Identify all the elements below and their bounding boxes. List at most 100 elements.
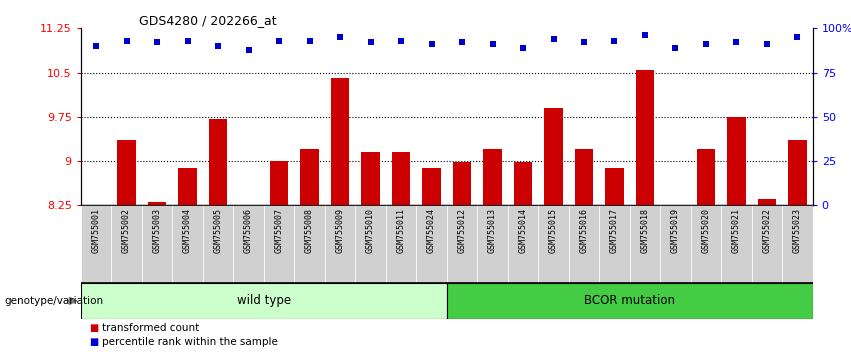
Text: GSM755009: GSM755009 (335, 208, 345, 253)
Bar (325, 205, 355, 283)
Bar (447, 205, 477, 283)
Bar (117, 141, 135, 205)
Point (669, 45, 683, 51)
Bar (660, 205, 691, 283)
Bar (81, 205, 111, 283)
Text: GSM755017: GSM755017 (610, 208, 619, 253)
Bar (148, 202, 166, 205)
Bar (209, 119, 227, 205)
Bar (721, 205, 751, 283)
Text: GSM755008: GSM755008 (305, 208, 314, 253)
Bar (453, 162, 471, 205)
Point (151, 40, 164, 45)
Text: GSM755019: GSM755019 (671, 208, 680, 253)
Text: GSM755021: GSM755021 (732, 208, 741, 253)
Text: GSM755005: GSM755005 (214, 208, 223, 253)
Bar (179, 168, 197, 205)
Bar (355, 205, 386, 283)
Point (272, 38, 286, 44)
Text: GSM755003: GSM755003 (152, 208, 162, 253)
Text: GSM755007: GSM755007 (275, 208, 283, 253)
Text: genotype/variation: genotype/variation (4, 296, 103, 306)
Bar (568, 205, 599, 283)
Text: GSM755011: GSM755011 (397, 208, 406, 253)
Point (363, 40, 377, 45)
Bar (508, 205, 538, 283)
Bar (697, 149, 715, 205)
Point (425, 41, 438, 47)
Point (455, 40, 469, 45)
Bar (630, 205, 660, 283)
Bar (636, 70, 654, 205)
Bar (203, 205, 233, 283)
Text: GDS4280 / 202266_at: GDS4280 / 202266_at (140, 14, 277, 27)
Bar (81, 283, 447, 319)
Text: GSM755020: GSM755020 (701, 208, 711, 253)
Point (120, 38, 134, 44)
Text: GSM755015: GSM755015 (549, 208, 558, 253)
Bar (331, 79, 349, 205)
Point (729, 40, 743, 45)
Bar (264, 205, 294, 283)
Bar (788, 141, 807, 205)
Bar (605, 168, 624, 205)
Bar (728, 117, 745, 205)
Bar (514, 162, 532, 205)
Text: BCOR mutation: BCOR mutation (585, 295, 675, 307)
Text: ■: ■ (89, 322, 99, 332)
Point (546, 36, 560, 42)
Point (180, 38, 194, 44)
Bar (111, 205, 142, 283)
Bar (172, 205, 203, 283)
Text: ■: ■ (89, 337, 99, 347)
Bar (416, 205, 447, 283)
Bar (362, 152, 380, 205)
Bar (477, 205, 508, 283)
Text: GSM755023: GSM755023 (793, 208, 802, 253)
Bar (782, 205, 813, 283)
Text: GSM755013: GSM755013 (488, 208, 497, 253)
Bar (233, 205, 264, 283)
Point (89, 43, 103, 49)
Bar (538, 205, 568, 283)
Text: GSM755022: GSM755022 (762, 208, 772, 253)
Text: GSM755002: GSM755002 (122, 208, 131, 253)
Bar (142, 205, 172, 283)
Text: percentile rank within the sample: percentile rank within the sample (102, 337, 278, 347)
Text: transformed count: transformed count (102, 322, 199, 332)
Point (242, 47, 255, 52)
Text: GSM755012: GSM755012 (458, 208, 466, 253)
Point (638, 33, 652, 38)
Bar (447, 283, 813, 319)
Bar (691, 205, 721, 283)
Text: GSM755014: GSM755014 (518, 208, 528, 253)
Text: GSM755016: GSM755016 (580, 208, 589, 253)
Bar (270, 161, 288, 205)
Point (517, 45, 530, 51)
Bar (757, 199, 776, 205)
Bar (422, 168, 441, 205)
Bar (483, 149, 501, 205)
Point (211, 43, 225, 49)
Point (394, 38, 408, 44)
Point (760, 41, 774, 47)
Point (334, 34, 347, 40)
Point (577, 40, 591, 45)
Point (791, 34, 804, 40)
Text: GSM755004: GSM755004 (183, 208, 192, 253)
Point (486, 41, 500, 47)
Bar (386, 205, 416, 283)
Bar (751, 205, 782, 283)
Text: GSM755024: GSM755024 (427, 208, 436, 253)
Text: GSM755006: GSM755006 (244, 208, 253, 253)
Bar (294, 205, 325, 283)
Text: GSM755018: GSM755018 (641, 208, 649, 253)
Point (303, 38, 317, 44)
Bar (574, 149, 593, 205)
Point (608, 38, 621, 44)
Text: wild type: wild type (237, 295, 291, 307)
Bar (599, 205, 630, 283)
Text: GSM755010: GSM755010 (366, 208, 375, 253)
Bar (545, 108, 563, 205)
Bar (300, 149, 318, 205)
